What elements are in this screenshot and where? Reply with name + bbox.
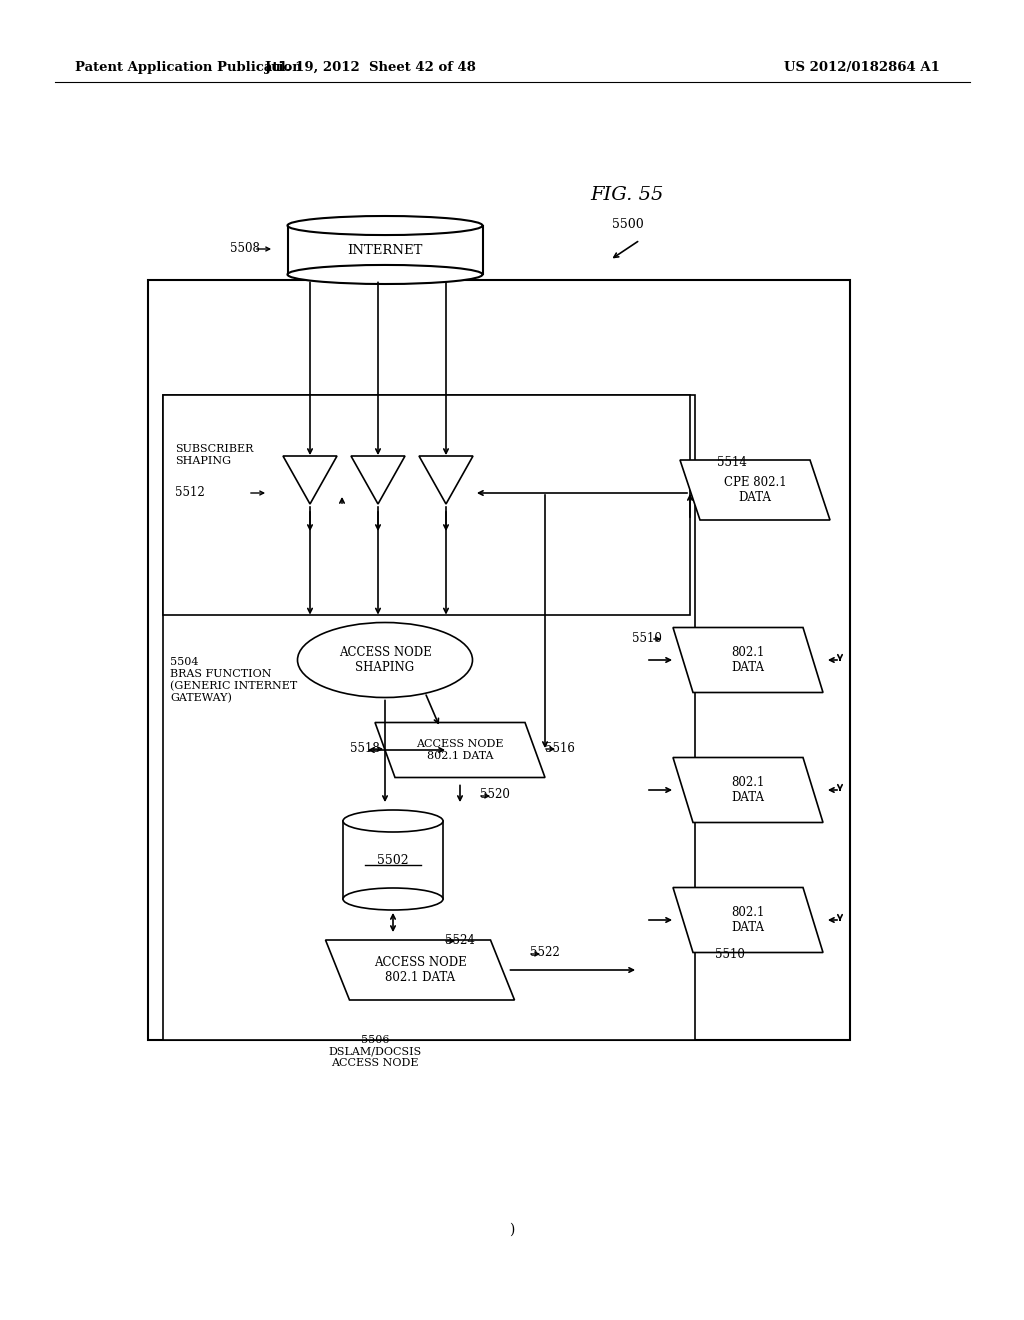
Polygon shape [283,455,337,504]
Polygon shape [673,887,823,953]
Text: ACCESS NODE
SHAPING: ACCESS NODE SHAPING [339,645,431,675]
Text: 802.1
DATA: 802.1 DATA [731,906,765,935]
Polygon shape [673,627,823,693]
Text: 5518: 5518 [350,742,380,755]
Bar [163,395,695,1040]
Text: 5506
DSLAM/DOCSIS
ACCESS NODE: 5506 DSLAM/DOCSIS ACCESS NODE [329,1035,422,1068]
Text: 5510: 5510 [632,631,662,644]
Text: 5524: 5524 [445,933,475,946]
Ellipse shape [298,623,472,697]
Bar [288,226,482,275]
Ellipse shape [343,888,443,909]
Text: 5516: 5516 [545,742,574,755]
Polygon shape [419,455,473,504]
Text: 5500: 5500 [612,219,644,231]
Text: 5522: 5522 [530,946,560,960]
Bar [163,395,690,615]
Polygon shape [375,722,545,777]
Text: Jul. 19, 2012  Sheet 42 of 48: Jul. 19, 2012 Sheet 42 of 48 [264,62,475,74]
Ellipse shape [343,810,443,832]
Text: ACCESS NODE
802.1 DATA: ACCESS NODE 802.1 DATA [416,739,504,760]
Bar [148,280,850,1040]
Text: SUBSCRIBER
SHAPING: SUBSCRIBER SHAPING [175,445,253,466]
Text: 802.1
DATA: 802.1 DATA [731,776,765,804]
Bar [343,821,443,899]
Text: 5502: 5502 [377,854,409,866]
Text: 5514: 5514 [717,455,746,469]
Polygon shape [680,459,830,520]
Text: 5508: 5508 [230,242,260,255]
Text: ): ) [509,1224,515,1237]
Text: 5510: 5510 [715,949,744,961]
Text: ACCESS NODE
802.1 DATA: ACCESS NODE 802.1 DATA [374,956,466,983]
Ellipse shape [288,216,482,235]
Polygon shape [351,455,406,504]
Text: 5504
BRAS FUNCTION
(GENERIC INTERNET
GATEWAY): 5504 BRAS FUNCTION (GENERIC INTERNET GAT… [170,657,297,702]
Text: US 2012/0182864 A1: US 2012/0182864 A1 [784,62,940,74]
Text: CPE 802.1
DATA: CPE 802.1 DATA [724,477,786,504]
Text: Patent Application Publication: Patent Application Publication [75,62,302,74]
Polygon shape [326,940,514,1001]
Text: 5512: 5512 [175,486,205,499]
Text: FIG. 55: FIG. 55 [590,186,664,205]
Text: 5520: 5520 [480,788,510,801]
Ellipse shape [288,265,482,284]
Polygon shape [673,758,823,822]
Text: INTERNET: INTERNET [347,243,423,256]
Text: 802.1
DATA: 802.1 DATA [731,645,765,675]
